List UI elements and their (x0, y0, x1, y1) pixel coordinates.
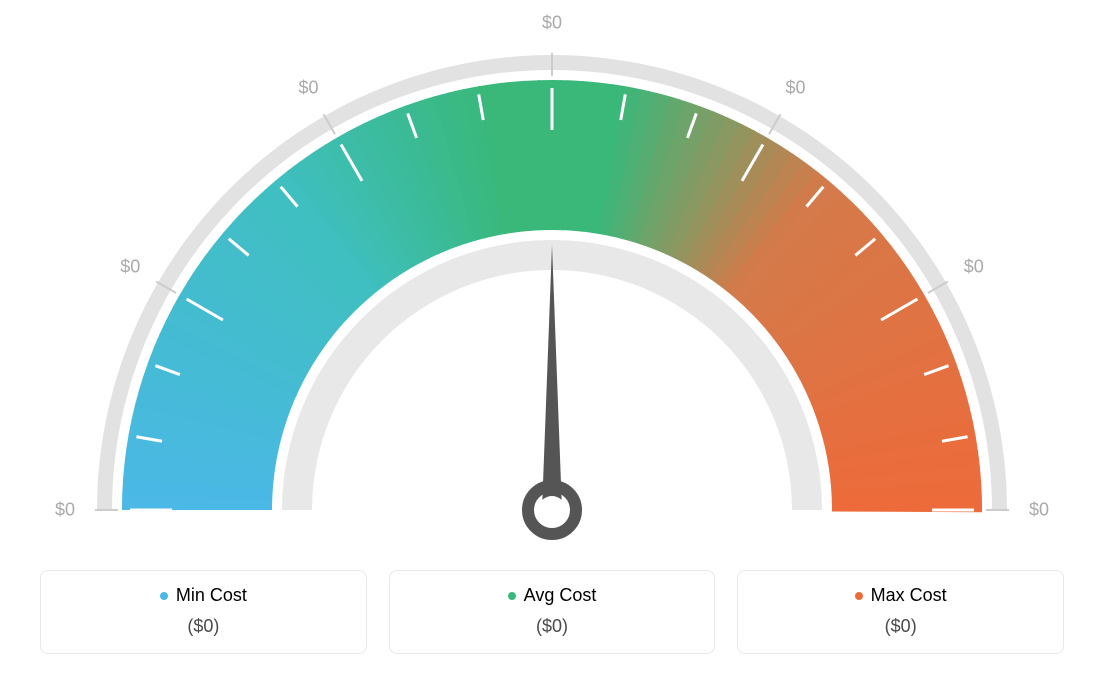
gauge-tick-label: $0 (55, 500, 75, 521)
gauge-tick-label: $0 (120, 256, 140, 277)
legend-label-min: Min Cost (176, 585, 247, 606)
legend-label-avg: Avg Cost (524, 585, 597, 606)
cost-gauge-widget: $0 $0 $0 $0 $0 $0 $0 Min Cost ($0) Avg Cost ($… (0, 0, 1104, 690)
legend-title-avg: Avg Cost (508, 585, 597, 606)
legend-title-min: Min Cost (160, 585, 247, 606)
legend-label-max: Max Cost (871, 585, 947, 606)
gauge-tick-label: $0 (542, 13, 562, 34)
legend-dot-max (855, 592, 863, 600)
gauge-tick-label: $0 (785, 78, 805, 99)
legend-value-max: ($0) (748, 616, 1053, 637)
legend-card-avg: Avg Cost ($0) (389, 570, 716, 654)
legend-card-min: Min Cost ($0) (40, 570, 367, 654)
gauge-svg (0, 0, 1104, 560)
legend-value-min: ($0) (51, 616, 356, 637)
legend-value-avg: ($0) (400, 616, 705, 637)
gauge-tick-label: $0 (964, 256, 984, 277)
legend-card-max: Max Cost ($0) (737, 570, 1064, 654)
legend-dot-avg (508, 592, 516, 600)
gauge-tick-label: $0 (1029, 500, 1049, 521)
legend-dot-min (160, 592, 168, 600)
gauge-chart: $0 $0 $0 $0 $0 $0 $0 (0, 0, 1104, 560)
legend-row: Min Cost ($0) Avg Cost ($0) Max Cost ($0… (0, 570, 1104, 654)
gauge-tick-label: $0 (298, 78, 318, 99)
legend-title-max: Max Cost (855, 585, 947, 606)
